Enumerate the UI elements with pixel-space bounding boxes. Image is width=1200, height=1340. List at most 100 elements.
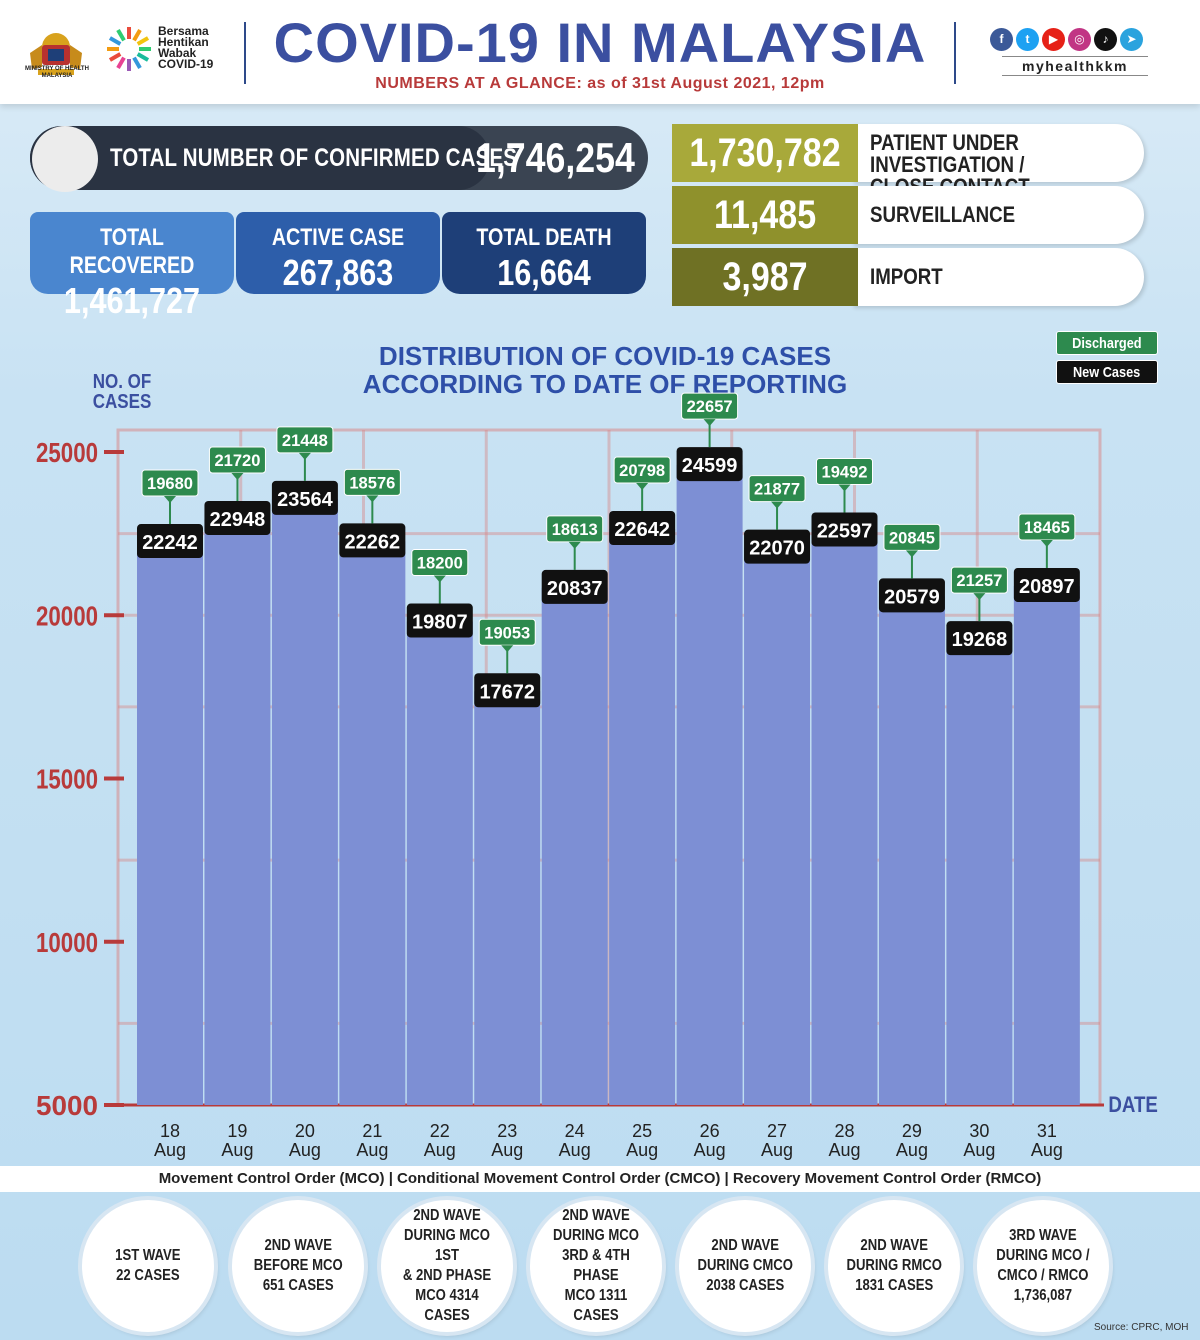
x-tick-label-month: Aug [626, 1140, 658, 1160]
chart-bar [1013, 585, 1080, 1105]
x-tick-label-day: 28 [834, 1121, 854, 1141]
legend-discharged: Discharged [1056, 331, 1158, 355]
x-tick-label-month: Aug [356, 1140, 388, 1160]
recovered-label: TOTAL RECOVERED [69, 224, 195, 279]
death-box: TOTAL DEATH 16,664 [442, 212, 646, 294]
x-tick-label-month: Aug [154, 1140, 186, 1160]
category-value: 11,485 [672, 186, 858, 244]
discharged-label: 21257 [956, 571, 1002, 590]
chart-bar [811, 530, 878, 1105]
youtube-icon[interactable]: ▶ [1042, 28, 1065, 51]
chart-bar [541, 587, 608, 1105]
discharged-label-pointer [568, 541, 581, 549]
discharged-label: 19492 [822, 462, 868, 481]
new-cases-label-bg [878, 578, 945, 613]
wave-text: 2ND WAVE DURING CMCO 2038 CASES [697, 1237, 793, 1294]
total-confirmed-label-bg [30, 126, 490, 190]
x-tick-label-month: Aug [761, 1140, 793, 1160]
x-axis-label: DATE [1108, 1092, 1158, 1117]
new-cases-label: 22597 [817, 520, 873, 542]
discharged-label-pointer [973, 593, 986, 601]
new-cases-label: 22642 [614, 519, 670, 541]
y-tick-label: 20000 [36, 600, 98, 631]
chart-title: DISTRIBUTION OF COVID-19 CASES ACCORDING… [362, 341, 848, 399]
x-tick-label-month: Aug [221, 1140, 253, 1160]
chart-bar [609, 528, 676, 1105]
x-tick-label-month: Aug [289, 1140, 321, 1160]
wave-text: 2ND WAVE DURING MCO 1ST & 2ND PHASE MCO … [402, 1207, 492, 1324]
campaign-label: Bersama Hentikan Wabak COVID-19 [158, 24, 214, 71]
wave-text: 3RD WAVE DURING MCO / CMCO / RMCO 1,736,… [996, 1227, 1090, 1304]
new-cases-label-bg [609, 510, 676, 545]
new-cases-label: 19268 [952, 629, 1008, 651]
discharged-label-pointer [905, 550, 918, 558]
chart-bar [204, 518, 271, 1105]
chart-bar [339, 541, 406, 1105]
active-box: ACTIVE CASE 267,863 [236, 212, 440, 294]
new-cases-label: 17672 [479, 681, 535, 703]
wave-text: 1ST WAVE 22 CASES [115, 1247, 181, 1284]
discharged-label: 19680 [147, 474, 193, 493]
total-confirmed-label: TOTAL NUMBER OF CONFIRMED CASES [110, 144, 518, 172]
ministry-label: MINISTRY OF HEALTH MALAYSIA [25, 66, 89, 79]
total-confirmed-circle [32, 126, 98, 192]
instagram-icon[interactable]: ◎ [1068, 28, 1091, 51]
discharged-label-pointer [838, 484, 851, 492]
chart-bar [946, 639, 1013, 1105]
new-cases-label-bg [811, 512, 878, 547]
x-tick-label-day: 25 [632, 1121, 652, 1141]
x-tick-label-day: 26 [700, 1121, 720, 1141]
x-tick-label-month: Aug [1031, 1140, 1063, 1160]
category-label-box: PATIENT UNDER INVESTIGATION / CLOSE CONT… [852, 124, 1144, 198]
social-handle[interactable]: myhealthkkm [1002, 56, 1148, 76]
discharged-label-pointer [771, 501, 784, 509]
discharged-label-pointer [164, 496, 176, 504]
x-tick-label-day: 21 [362, 1121, 382, 1141]
active-label: ACTIVE CASE [271, 224, 405, 251]
x-tick-label-day: 19 [227, 1121, 247, 1141]
telegram-icon[interactable]: ➤ [1120, 28, 1143, 51]
facebook-icon[interactable]: f [990, 28, 1013, 51]
x-tick-label-month: Aug [828, 1140, 860, 1160]
total-confirmed-value: 1,746,254 [476, 134, 635, 181]
discharged-label: 21720 [214, 451, 260, 470]
new-cases-label-bg [271, 480, 338, 515]
new-cases-label-bg [474, 673, 541, 708]
x-tick-label-day: 29 [902, 1121, 922, 1141]
x-tick-label-month: Aug [963, 1140, 995, 1160]
x-tick-label-day: 30 [969, 1121, 989, 1141]
legend-new-cases: New Cases [1056, 360, 1158, 384]
new-cases-label: 22262 [345, 531, 401, 553]
new-cases-label: 23564 [277, 489, 333, 511]
bersama-hentikan-logo-icon [107, 27, 151, 71]
discharged-label: 21448 [282, 431, 328, 450]
chart-bar [474, 691, 541, 1105]
chart-bar [271, 498, 338, 1106]
discharged-label: 22657 [687, 397, 733, 416]
x-tick-label-day: 18 [160, 1121, 180, 1141]
new-cases-label: 22070 [749, 538, 805, 560]
category-label-box: IMPORT [852, 248, 1144, 306]
tiktok-icon[interactable]: ♪ [1094, 28, 1117, 51]
page-subtitle: NUMBERS AT A GLANCE: as of 31st August 2… [375, 75, 825, 92]
y-axis-label: NO. OF CASES [92, 371, 152, 413]
wave-circle: 2ND WAVE BEFORE MCO 651 CASES [232, 1200, 364, 1332]
chart-bar [744, 547, 811, 1105]
new-cases-label: 19807 [412, 612, 468, 634]
discharged-label-pointer [298, 452, 311, 460]
category-label-box: SURVEILLANCE [852, 186, 1144, 244]
category-label: PATIENT UNDER INVESTIGATION / CLOSE CONT… [870, 130, 1030, 198]
new-cases-label: 20579 [884, 586, 940, 608]
death-label: TOTAL DEATH [476, 224, 612, 251]
header-divider [244, 22, 246, 84]
y-tick-label: 15000 [36, 764, 98, 795]
discharged-label-pointer [501, 645, 514, 653]
new-cases-label-bg [137, 524, 203, 559]
x-tick-label-day: 31 [1037, 1121, 1057, 1141]
new-cases-label: 22948 [210, 509, 266, 531]
chart-bar [137, 542, 203, 1105]
social-links: f t ▶ ◎ ♪ ➤ [990, 28, 1143, 51]
wave-circle: 3RD WAVE DURING MCO / CMCO / RMCO 1,736,… [977, 1200, 1109, 1332]
twitter-icon[interactable]: t [1016, 28, 1039, 51]
